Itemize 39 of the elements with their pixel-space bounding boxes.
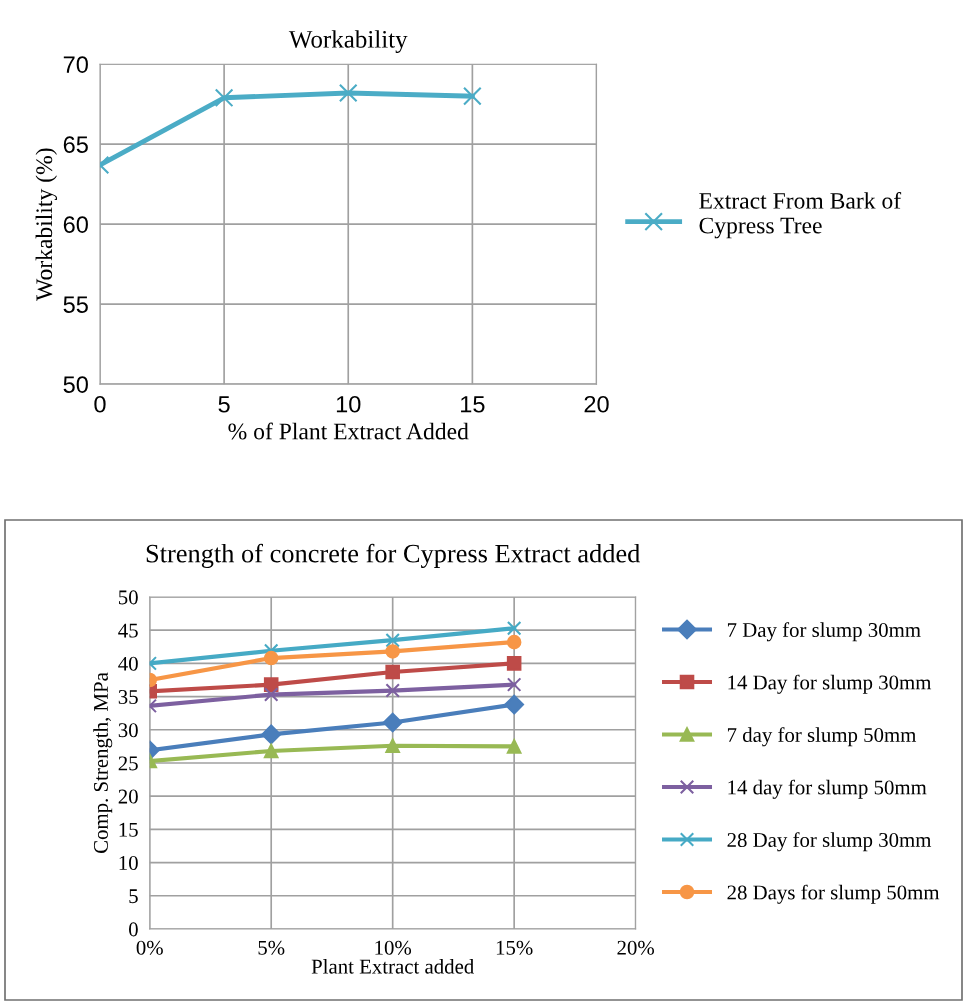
x-axis-title: % of Plant Extract Added: [228, 422, 469, 440]
y-tick-label: 40: [118, 656, 138, 671]
x-tick-label: 5%: [258, 940, 285, 955]
y-tick-label: 50: [119, 590, 138, 605]
legend-label: 14 Day for slump 30mm: [728, 674, 932, 694]
y-tick-label: 10: [119, 855, 138, 871]
y-tick-label: 35: [118, 690, 138, 705]
y-tick-label: 15: [119, 822, 138, 837]
y-tick-label: 20: [118, 789, 138, 804]
x-tick-label: 5: [218, 396, 230, 413]
chart-title: Workability: [288, 30, 408, 53]
y-tick-label: 0: [129, 922, 138, 937]
x-tick-label: 15: [461, 396, 485, 413]
y-tick-label: 50: [63, 376, 88, 393]
x-tick-label: 20%: [617, 940, 655, 955]
x-axis-title: Plant Extract added: [311, 958, 474, 974]
legend-label: 7 day for slump 50mm: [727, 727, 917, 747]
x-tick-label: 0: [94, 395, 106, 413]
y-tick-label: 55: [63, 296, 88, 313]
y-tick-label: 45: [118, 623, 138, 638]
legend-label: 28 Days for slump 50mm: [727, 884, 940, 904]
y-tick-label: 5: [129, 889, 138, 904]
x-tick-label: 15%: [496, 940, 533, 955]
y-axis-title: Workability (%): [35, 148, 58, 301]
y-tick-label: 65: [63, 136, 88, 153]
legend-label: 14 day for slump 50mm: [728, 779, 927, 799]
y-tick-label: 70: [63, 56, 88, 73]
y-tick-label: 30: [118, 723, 138, 738]
y-tick-label: 25: [118, 756, 138, 771]
chart-title: Strength of concrete for Cypress Extract added: [146, 543, 641, 568]
y-axis-title: Comp. Strength, MPa: [93, 672, 113, 853]
legend-label: 7 Day for slump 30mm: [727, 622, 921, 642]
x-tick-label: 10: [336, 395, 361, 413]
y-tick-label: 60: [63, 216, 88, 233]
x-tick-label: 0%: [136, 940, 163, 955]
legend-label: 28 Day for slump 30mm: [727, 832, 932, 852]
x-tick-label: 20: [584, 395, 609, 413]
x-tick-label: 10%: [375, 940, 412, 955]
legend-label: Extract From Bark of Cypress Tree: [699, 191, 902, 239]
